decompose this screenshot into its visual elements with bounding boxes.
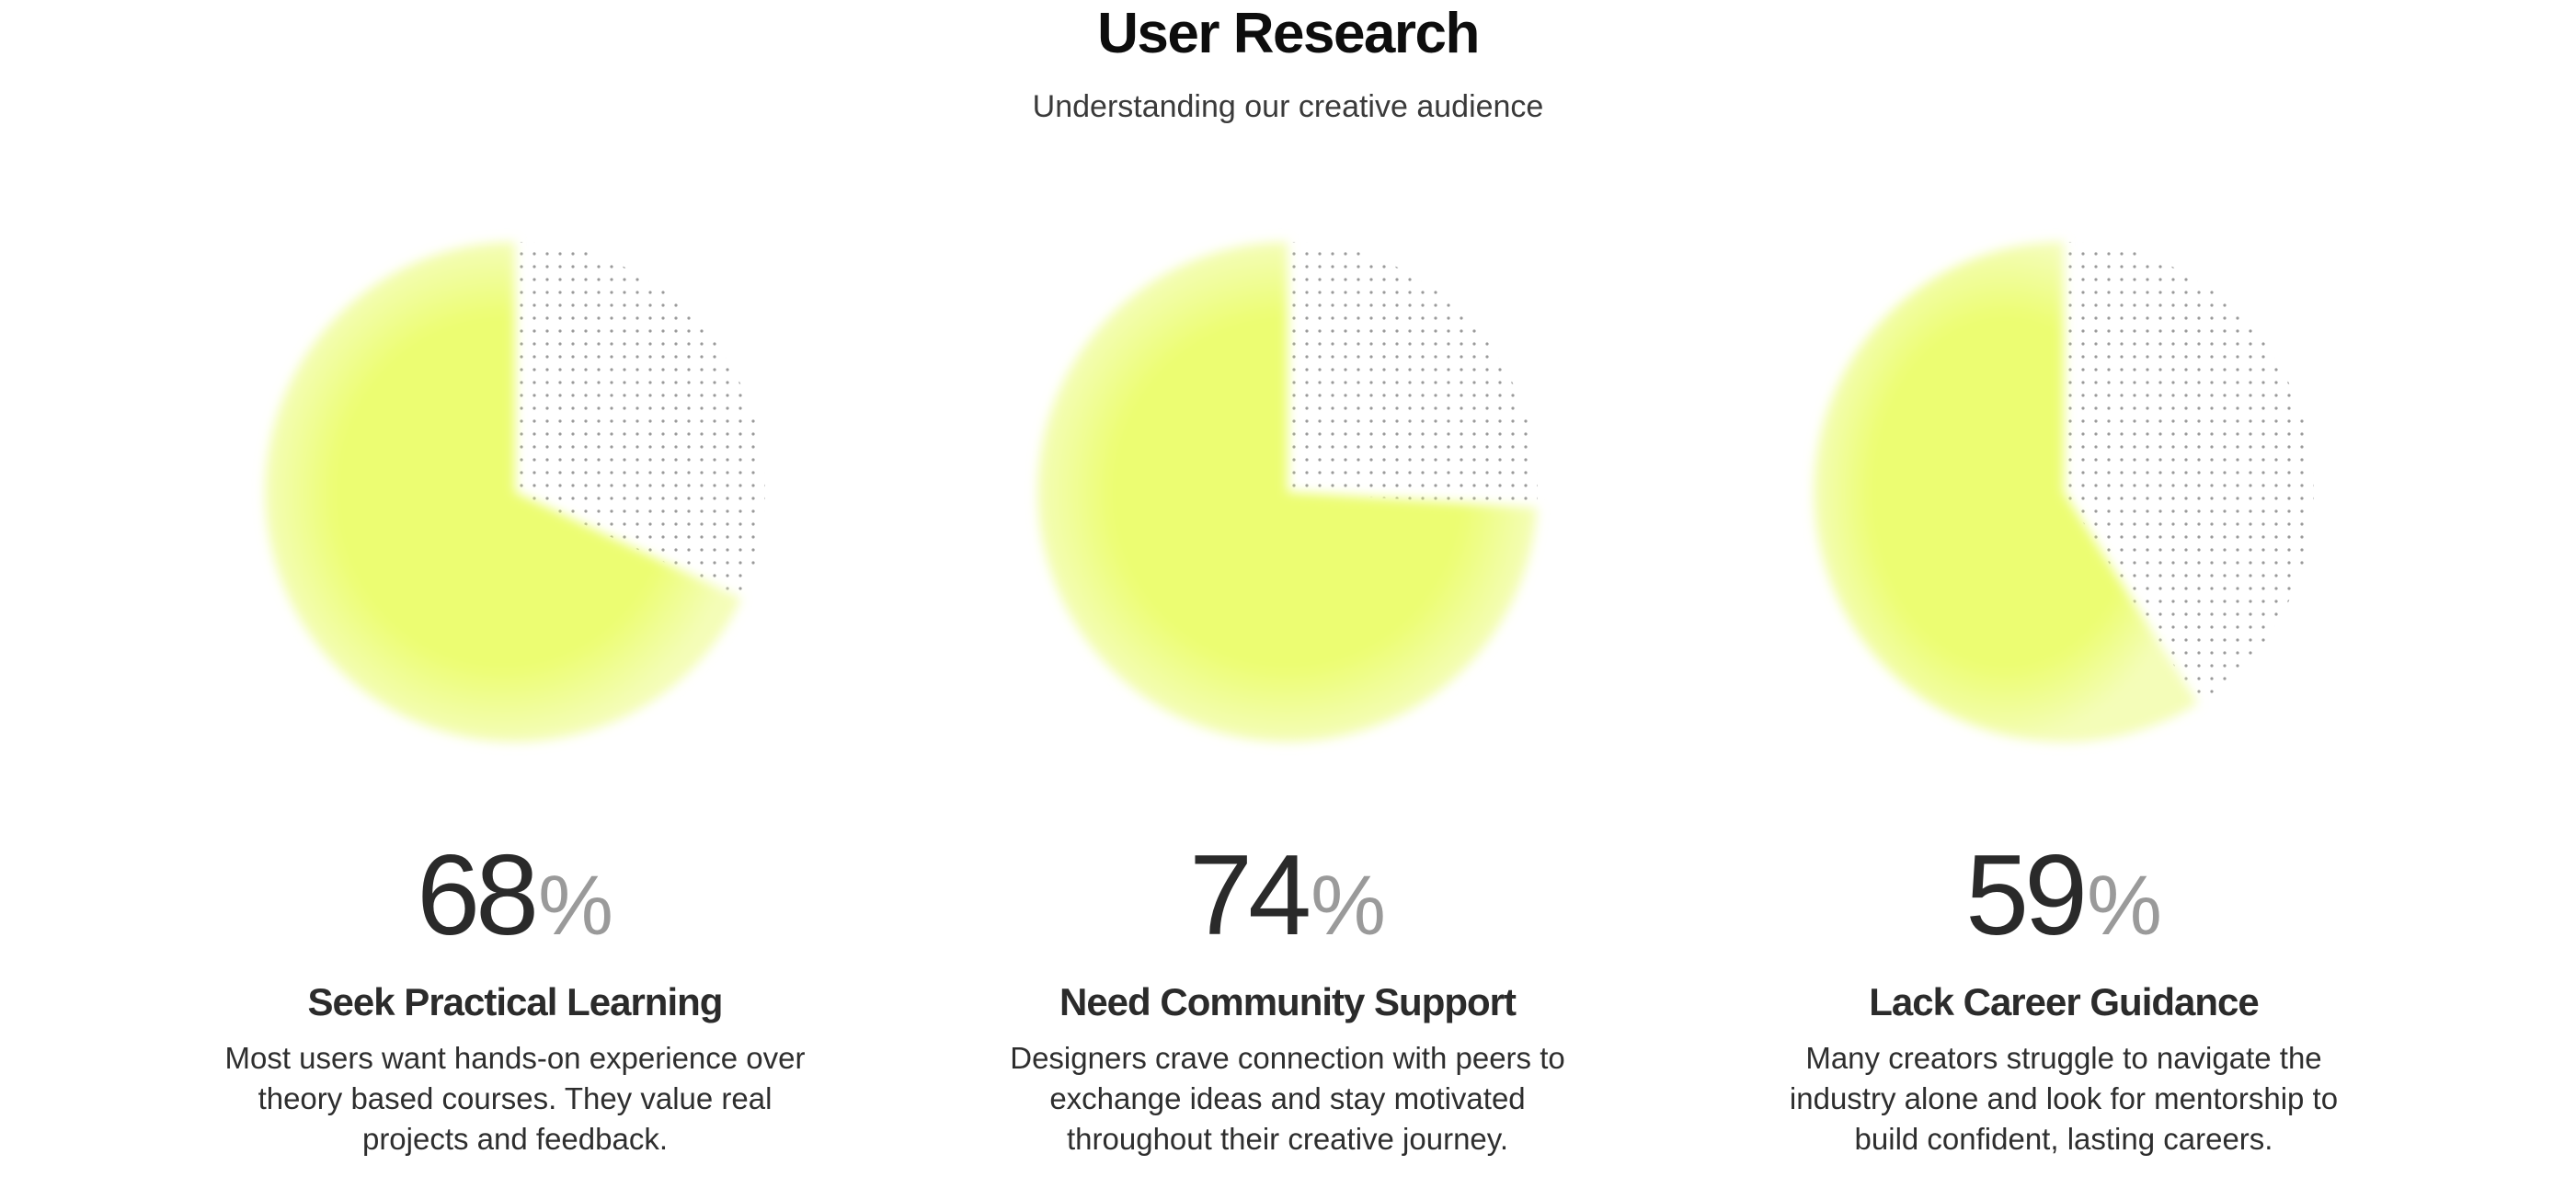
card-title: Seek Practical Learning <box>307 980 724 1023</box>
stat-value: 74% <box>956 836 1619 955</box>
pie-slice-remainder <box>2064 242 2314 703</box>
section-header: User Research Understanding our creative… <box>0 0 2576 125</box>
pie-chart <box>1814 242 2314 743</box>
card-description: Most users want hands-on experience over… <box>224 1041 806 1156</box>
pie-chart <box>265 242 765 743</box>
card-title: Need Community Support <box>1059 980 1517 1023</box>
card-title: Lack Career Guidance <box>1869 980 2260 1023</box>
stat-number: 74 <box>1189 832 1311 959</box>
stat-number: 59 <box>1965 832 2088 959</box>
stat-card-practical-learning: 68% Seek Practical Learning Most users w… <box>184 234 846 1160</box>
stat-value: 59% <box>1733 836 2395 955</box>
card-description: Designers crave connection with peers to… <box>1010 1041 1565 1156</box>
stat-unit: % <box>538 859 613 953</box>
stat-value: 68% <box>184 836 846 955</box>
pie-slice-filled <box>1037 242 1538 742</box>
page-title: User Research <box>1097 2 1480 65</box>
stat-card-career-guidance: 59% Lack Career Guidance Many creators s… <box>1733 234 2395 1160</box>
pie-slice-remainder <box>515 242 765 599</box>
card-description: Many creators struggle to navigate the i… <box>1789 1041 2339 1156</box>
stat-unit: % <box>1311 859 1386 953</box>
pie-slice-filled <box>265 242 742 743</box>
stat-number: 68 <box>417 832 539 959</box>
stat-unit: % <box>2087 859 2162 953</box>
pie-slice-remainder <box>1288 242 1538 509</box>
stat-card-community-support: 74% Need Community Support Designers cra… <box>956 234 1619 1160</box>
pie-slice-filled <box>1814 242 2198 743</box>
pie-chart <box>1037 242 1538 742</box>
page-subtitle: Understanding our creative audience <box>1032 89 1544 124</box>
